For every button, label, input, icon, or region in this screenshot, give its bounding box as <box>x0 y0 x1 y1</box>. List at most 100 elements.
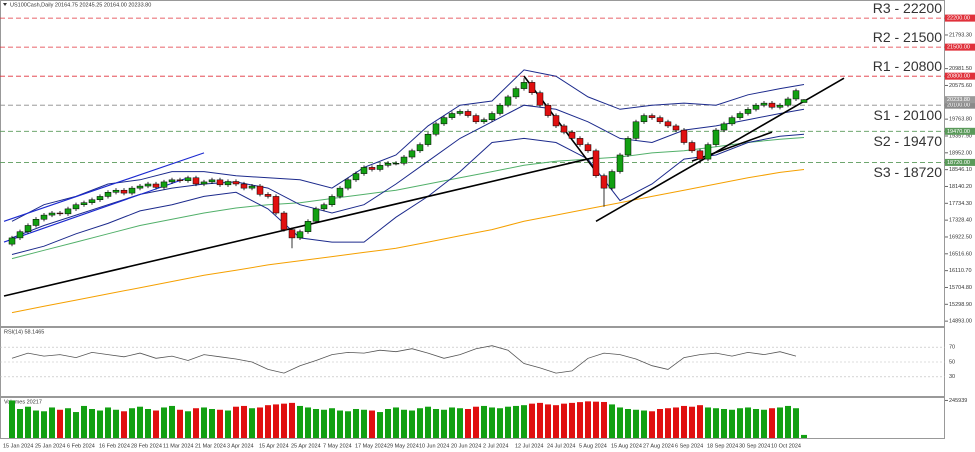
y-tick-label: 18952.00 <box>949 150 972 156</box>
candle-body <box>304 221 312 232</box>
candle-body <box>320 204 328 210</box>
x-tick-label: 27 Aug 2024 <box>643 443 674 449</box>
candle-body <box>104 192 112 197</box>
volume-bar <box>217 409 223 438</box>
level-label: S3 - 18720 <box>874 164 943 180</box>
volume-bar <box>673 407 679 438</box>
volume-bar <box>649 411 655 438</box>
volume-bar <box>185 411 191 438</box>
level-axis-label: 20100.00 <box>947 103 970 109</box>
current-price-box <box>945 96 975 104</box>
candle-body <box>688 142 696 152</box>
volume-bar <box>433 408 439 438</box>
volume-bar <box>697 405 703 438</box>
volume-bar <box>401 409 407 438</box>
volume-bar <box>233 406 239 438</box>
x-tick-label: 12 Jul 2024 <box>515 443 543 449</box>
candle-body <box>368 167 376 170</box>
level-axis-label: 20800.00 <box>947 74 970 80</box>
volume-bar <box>777 407 783 438</box>
volume-bar <box>345 411 351 438</box>
volume-bar <box>369 410 375 438</box>
candle-body <box>152 183 160 188</box>
x-tick-label: 6 Feb 2024 <box>67 443 95 449</box>
candle-body <box>272 196 280 214</box>
volume-bar <box>17 408 23 438</box>
candle-body <box>296 231 304 239</box>
x-tick-label: 16 Feb 2024 <box>99 443 130 449</box>
candle-body <box>48 212 56 216</box>
volume-bar <box>385 408 391 438</box>
candle-body <box>520 82 528 89</box>
candle-body <box>328 196 336 205</box>
volume-bar <box>209 408 215 438</box>
candle-body <box>352 173 360 181</box>
volume-bar <box>609 404 615 438</box>
candle-body <box>24 225 32 232</box>
level-label: R2 - 21500 <box>873 29 942 45</box>
y-tick-label: 16922.50 <box>949 234 972 240</box>
candle-body <box>768 102 776 108</box>
volume-bar <box>73 412 79 438</box>
volume-bar <box>769 408 775 438</box>
candle-body <box>560 125 568 133</box>
candle-body <box>552 115 560 127</box>
price-pane <box>0 0 945 327</box>
candle-body <box>400 156 408 164</box>
x-tick-label: 5 Aug 2024 <box>579 443 607 449</box>
y-tick-label: 20575.60 <box>949 83 972 89</box>
level-axis-box <box>945 14 975 22</box>
candle-body <box>480 119 488 123</box>
x-tick-label: 24 Jul 2024 <box>547 443 575 449</box>
candle-body <box>696 150 704 160</box>
level-label: R1 - 20800 <box>873 58 942 74</box>
candle-body <box>32 218 40 226</box>
candle-body <box>176 179 184 181</box>
candle-body <box>744 109 752 114</box>
y-tick-label: 17734.30 <box>949 201 972 207</box>
volume-bar <box>321 409 327 438</box>
candle-body <box>384 163 392 166</box>
symbol-icon <box>3 3 7 6</box>
level-axis-box <box>945 127 975 135</box>
volume-bar <box>273 404 279 438</box>
volume-bar <box>113 409 119 438</box>
volume-bar <box>417 408 423 438</box>
candle-body <box>584 144 592 152</box>
volume-bar <box>737 408 743 438</box>
rsi-line <box>11 345 797 374</box>
x-tick-label: 15 Apr 2024 <box>259 443 289 449</box>
level-label: S2 - 19470 <box>874 133 943 149</box>
level-label: R3 - 22200 <box>873 0 942 16</box>
indicator-line <box>11 69 805 222</box>
candle-body <box>184 177 192 181</box>
volume-bar <box>449 407 455 438</box>
volume-bar <box>681 405 687 438</box>
volume-bar <box>49 407 55 438</box>
volume-bar <box>713 408 719 438</box>
volume-bar <box>497 408 503 438</box>
volume-bar <box>513 405 519 438</box>
level-axis-label: 19470.00 <box>947 129 970 135</box>
trend-line <box>691 131 773 162</box>
volume-bar <box>521 405 527 438</box>
volume-bar <box>593 401 599 438</box>
candle-body <box>336 187 344 197</box>
candle-body <box>240 183 248 189</box>
candle-body <box>672 125 680 131</box>
volume-bar <box>265 405 271 438</box>
rsi-tick-label: 30 <box>949 374 955 380</box>
candle-body <box>600 175 608 189</box>
volume-bar <box>641 410 647 438</box>
volume-bar <box>153 410 159 438</box>
volume-pane <box>0 397 945 439</box>
x-tick-label: 15 Aug 2024 <box>611 443 642 449</box>
candle-body <box>168 179 176 183</box>
candle-body <box>200 181 208 185</box>
volume-bar <box>65 408 71 438</box>
indicator-line <box>11 104 805 239</box>
volume-bar <box>457 408 463 438</box>
volume-bar <box>489 407 495 438</box>
level-axis-box <box>945 101 975 109</box>
